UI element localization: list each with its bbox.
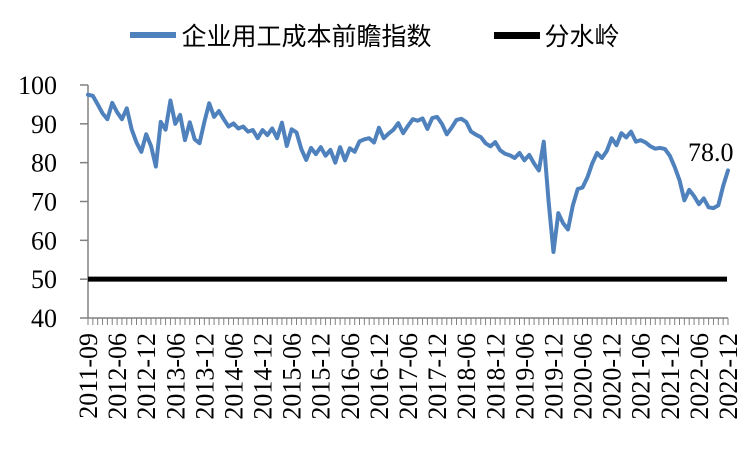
x-tick-label: 2013-06 [161,333,190,420]
x-tick-label: 2015-12 [307,333,336,420]
x-tick-label: 2018-12 [481,333,510,420]
x-tick-label: 2021-12 [656,333,685,420]
x-tick-label: 2012-06 [103,333,132,420]
x-tick-label: 2015-06 [278,333,307,420]
x-tick-label: 2021-06 [627,333,656,420]
y-tick-label: 60 [31,226,57,255]
legend-line-swatch-black [493,31,540,39]
x-tick-label: 2022-06 [685,333,714,420]
x-tick-label: 2022-12 [714,333,743,420]
x-tick-label: 2020-12 [598,333,627,420]
x-tick-label: 2016-06 [336,333,365,420]
index-line [86,92,730,254]
x-tick-label: 2011-09 [74,333,103,419]
x-tick-label: 2020-06 [569,333,598,420]
legend-item-watershed: 分水岭 [493,17,620,53]
legend-label-index: 企业用工成本前瞻指数 [181,24,432,51]
legend-item-index: 企业用工成本前瞻指数 [130,17,432,53]
y-tick-label: 40 [31,304,57,333]
y-tick-label: 70 [31,188,57,217]
x-tick-label: 2017-06 [394,333,423,420]
legend-line-swatch-blue [130,32,177,38]
legend: 企业用工成本前瞻指数 分水岭 [0,17,750,53]
legend-label-watershed: 分水岭 [544,24,620,51]
x-tick-label: 2014-12 [249,333,278,420]
x-tick-label: 2017-12 [423,333,452,420]
y-tick-label: 90 [31,110,57,139]
x-tick-label: 2019-06 [510,333,539,420]
x-tick-label: 2012-12 [132,333,161,420]
y-tick-label: 50 [31,265,57,294]
x-tick-label: 2019-12 [539,333,568,420]
y-tick-label: 80 [31,149,57,178]
x-tick-label: 2013-12 [190,333,219,420]
y-tick-label: 100 [18,71,57,100]
x-tick-label: 2016-12 [365,333,394,420]
last-value-label: 78.0 [688,138,734,167]
x-tick-label: 2018-06 [452,333,481,420]
x-tick-label: 2014-06 [219,333,248,420]
